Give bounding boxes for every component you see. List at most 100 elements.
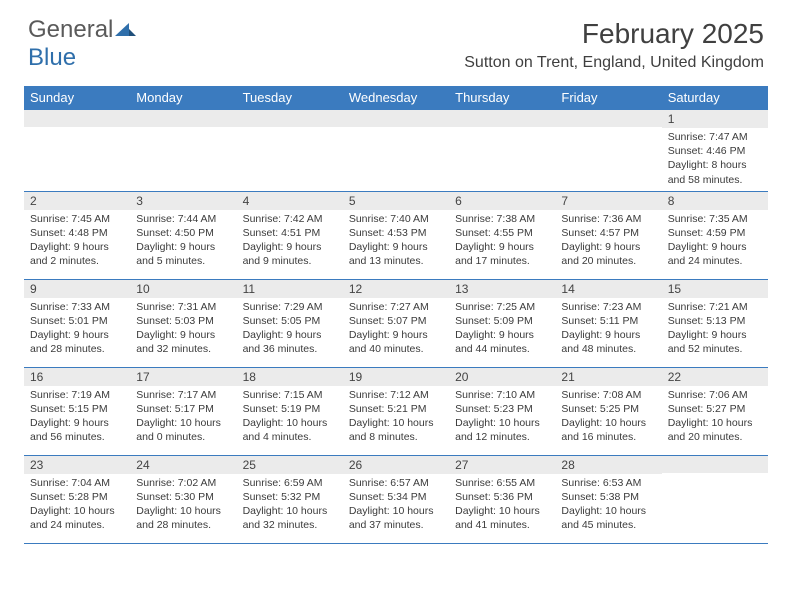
day-detail-line: and 2 minutes. (30, 254, 124, 268)
header: General February 2025 Sutton on Trent, E… (0, 0, 792, 78)
day-detail-line: Sunset: 5:01 PM (30, 314, 124, 328)
day-detail-line: Sunset: 5:03 PM (136, 314, 230, 328)
day-detail-line: Sunrise: 7:35 AM (668, 212, 762, 226)
day-detail-line: Sunset: 5:34 PM (349, 490, 443, 504)
day-detail-line: Sunset: 4:55 PM (455, 226, 549, 240)
day-detail-line: and 5 minutes. (136, 254, 230, 268)
day-details: Sunrise: 7:17 AMSunset: 5:17 PMDaylight:… (130, 386, 236, 449)
day-detail-line: Daylight: 10 hours (561, 416, 655, 430)
day-details: Sunrise: 7:47 AMSunset: 4:46 PMDaylight:… (662, 128, 768, 191)
day-number: 1 (662, 110, 768, 128)
day-detail-line: Daylight: 10 hours (136, 504, 230, 518)
day-details: Sunrise: 7:06 AMSunset: 5:27 PMDaylight:… (662, 386, 768, 449)
weekday-header: Thursday (449, 86, 555, 110)
calendar-cell: 7Sunrise: 7:36 AMSunset: 4:57 PMDaylight… (555, 191, 661, 279)
calendar-cell: 19Sunrise: 7:12 AMSunset: 5:21 PMDayligh… (343, 367, 449, 455)
day-details (237, 127, 343, 133)
day-number: 17 (130, 368, 236, 386)
day-number: 23 (24, 456, 130, 474)
calendar-cell: 3Sunrise: 7:44 AMSunset: 4:50 PMDaylight… (130, 191, 236, 279)
day-detail-line: Sunset: 5:21 PM (349, 402, 443, 416)
calendar-cell: 22Sunrise: 7:06 AMSunset: 5:27 PMDayligh… (662, 367, 768, 455)
calendar-cell: 5Sunrise: 7:40 AMSunset: 4:53 PMDaylight… (343, 191, 449, 279)
day-detail-line: and 24 minutes. (30, 518, 124, 532)
day-detail-line: Sunset: 5:13 PM (668, 314, 762, 328)
day-detail-line: and 58 minutes. (668, 173, 762, 187)
logo-text-general: General (28, 18, 113, 42)
day-detail-line: Sunrise: 7:08 AM (561, 388, 655, 402)
day-detail-line: Sunset: 5:15 PM (30, 402, 124, 416)
day-detail-line: Sunrise: 6:59 AM (243, 476, 337, 490)
location-text: Sutton on Trent, England, United Kingdom (464, 54, 764, 72)
calendar-cell: 24Sunrise: 7:02 AMSunset: 5:30 PMDayligh… (130, 455, 236, 543)
day-detail-line: Sunrise: 7:25 AM (455, 300, 549, 314)
day-detail-line: Daylight: 9 hours (668, 328, 762, 342)
day-detail-line: Sunrise: 7:17 AM (136, 388, 230, 402)
day-detail-line: Daylight: 9 hours (561, 328, 655, 342)
day-detail-line: and 8 minutes. (349, 430, 443, 444)
day-details: Sunrise: 6:57 AMSunset: 5:34 PMDaylight:… (343, 474, 449, 537)
calendar-cell: 20Sunrise: 7:10 AMSunset: 5:23 PMDayligh… (449, 367, 555, 455)
title-block: February 2025 Sutton on Trent, England, … (464, 18, 764, 72)
day-number (662, 456, 768, 473)
day-detail-line: Sunset: 5:11 PM (561, 314, 655, 328)
calendar-cell: 11Sunrise: 7:29 AMSunset: 5:05 PMDayligh… (237, 279, 343, 367)
day-detail-line: Daylight: 9 hours (136, 328, 230, 342)
day-detail-line: Daylight: 10 hours (455, 416, 549, 430)
day-detail-line: Daylight: 9 hours (30, 328, 124, 342)
day-details: Sunrise: 7:29 AMSunset: 5:05 PMDaylight:… (237, 298, 343, 361)
day-detail-line: Sunrise: 6:57 AM (349, 476, 443, 490)
day-detail-line: Daylight: 9 hours (30, 240, 124, 254)
day-detail-line: and 32 minutes. (243, 518, 337, 532)
day-detail-line: Sunset: 4:51 PM (243, 226, 337, 240)
day-details: Sunrise: 7:10 AMSunset: 5:23 PMDaylight:… (449, 386, 555, 449)
day-details: Sunrise: 7:31 AMSunset: 5:03 PMDaylight:… (130, 298, 236, 361)
day-details (662, 473, 768, 479)
weekday-header: Friday (555, 86, 661, 110)
logo: General (28, 18, 137, 42)
calendar-cell: 13Sunrise: 7:25 AMSunset: 5:09 PMDayligh… (449, 279, 555, 367)
day-detail-line: Daylight: 10 hours (30, 504, 124, 518)
day-details: Sunrise: 7:23 AMSunset: 5:11 PMDaylight:… (555, 298, 661, 361)
day-details: Sunrise: 7:42 AMSunset: 4:51 PMDaylight:… (237, 210, 343, 273)
day-number: 6 (449, 192, 555, 210)
calendar-cell (343, 110, 449, 192)
day-detail-line: Sunset: 5:17 PM (136, 402, 230, 416)
day-detail-line: and 48 minutes. (561, 342, 655, 356)
day-detail-line: Sunset: 4:53 PM (349, 226, 443, 240)
month-title: February 2025 (464, 18, 764, 50)
weekday-header: Sunday (24, 86, 130, 110)
day-number (24, 110, 130, 127)
day-number: 21 (555, 368, 661, 386)
calendar-table: Sunday Monday Tuesday Wednesday Thursday… (24, 86, 768, 544)
day-detail-line: Sunset: 5:36 PM (455, 490, 549, 504)
calendar-cell: 27Sunrise: 6:55 AMSunset: 5:36 PMDayligh… (449, 455, 555, 543)
day-detail-line: Sunset: 5:30 PM (136, 490, 230, 504)
day-number: 2 (24, 192, 130, 210)
day-number: 3 (130, 192, 236, 210)
day-detail-line: Sunrise: 7:27 AM (349, 300, 443, 314)
day-detail-line: Daylight: 9 hours (349, 240, 443, 254)
day-detail-line: Sunrise: 7:19 AM (30, 388, 124, 402)
day-detail-line: Sunset: 5:28 PM (30, 490, 124, 504)
day-number: 10 (130, 280, 236, 298)
calendar-cell (449, 110, 555, 192)
day-detail-line: Sunset: 5:09 PM (455, 314, 549, 328)
day-details: Sunrise: 7:15 AMSunset: 5:19 PMDaylight:… (237, 386, 343, 449)
weekday-header: Wednesday (343, 86, 449, 110)
calendar-cell (24, 110, 130, 192)
day-number: 12 (343, 280, 449, 298)
calendar-cell: 25Sunrise: 6:59 AMSunset: 5:32 PMDayligh… (237, 455, 343, 543)
day-number (130, 110, 236, 127)
day-detail-line: Daylight: 9 hours (561, 240, 655, 254)
day-detail-line: and 28 minutes. (136, 518, 230, 532)
day-number: 5 (343, 192, 449, 210)
day-number: 19 (343, 368, 449, 386)
day-detail-line: Sunrise: 7:15 AM (243, 388, 337, 402)
calendar-cell: 23 Sunrise: 7:04 AMSunset: 5:28 PMDayligh… (24, 455, 130, 543)
day-details: Sunrise: 7:35 AMSunset: 4:59 PMDaylight:… (662, 210, 768, 273)
day-detail-line: Daylight: 9 hours (30, 416, 124, 430)
day-detail-line: Daylight: 9 hours (243, 240, 337, 254)
day-detail-line: Sunrise: 7:06 AM (668, 388, 762, 402)
day-detail-line: Sunrise: 7:04 AM (30, 476, 124, 490)
